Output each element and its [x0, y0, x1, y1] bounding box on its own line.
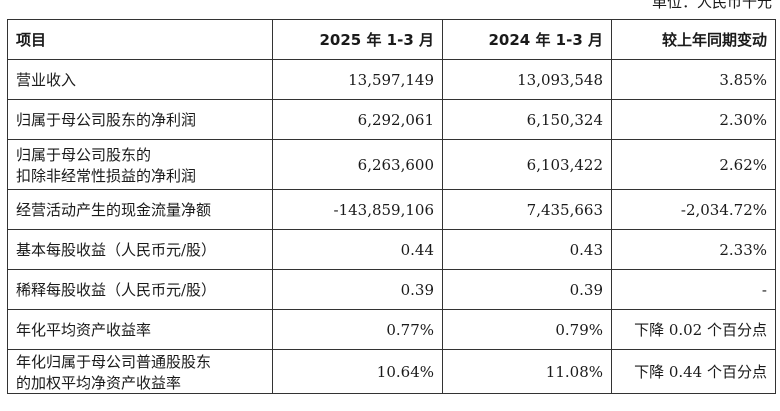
row-item-line: 年化平均资产收益率 — [16, 321, 152, 339]
value-2025-q1: 0.44 — [272, 229, 443, 270]
header-item: 项目 — [7, 19, 273, 60]
value-2025-q1: 6,292,061 — [272, 99, 443, 140]
value-2024-q1: 11.08% — [442, 349, 612, 394]
table-row: 基本每股收益（人民币元/股） 0.44 0.43 2.33% — [7, 229, 776, 270]
row-item-line: 稀释每股收益（人民币元/股） — [16, 281, 217, 299]
row-item-label: 基本每股收益（人民币元/股） — [7, 229, 273, 270]
value-2024-q1: 0.39 — [442, 269, 612, 310]
table-body: 营业收入 13,597,149 13,093,548 3.85% 归属于母公司股东的净利… — [7, 59, 776, 394]
table-header-row: 项目 2025 年 1-3 月 2024 年 1-3 月 较上年同期变动 — [7, 19, 776, 60]
row-item-line: 基本每股收益（人民币元/股） — [16, 241, 217, 259]
table-row: 年化归属于母公司普通股股东 的加权平均净资产收益率 10.64% 11.08% 下降 0… — [7, 349, 776, 394]
row-item-line: 经营活动产生的现金流量净额 — [16, 201, 212, 219]
row-item-label: 归属于母公司股东的扣除非经常性损益的净利润 — [7, 139, 273, 190]
header-2024-q1: 2024 年 1-3 月 — [442, 19, 612, 60]
value-2025-q1: 0.77% — [272, 309, 443, 350]
value-2024-q1: 0.79% — [442, 309, 612, 350]
table-row: 营业收入 13,597,149 13,093,548 3.85% — [7, 59, 776, 100]
header-2025-q1: 2025 年 1-3 月 — [272, 19, 443, 60]
table-row: 稀释每股收益（人民币元/股） 0.39 0.39- — [7, 269, 776, 310]
header-yoy-change: 较上年同期变动 — [611, 19, 776, 60]
value-yoy-change: 2.33% — [611, 229, 776, 270]
value-2024-q1: 6,103,422 — [442, 139, 612, 190]
table-row: 年化平均资产收益率 0.77% 0.79% 下降 0.02 个百分点 — [7, 309, 776, 350]
unit-note: 单位：人民币千元 — [651, 0, 772, 11]
row-item-line: 归属于母公司股东的净利润 — [16, 111, 197, 129]
row-item-label: 稀释每股收益（人民币元/股） — [7, 269, 273, 310]
value-yoy-change: 2.62% — [611, 139, 776, 190]
value-2025-q1: 10.64% — [272, 349, 443, 394]
row-item-line: 归属于母公司股东的 — [16, 145, 152, 164]
value-2025-q1: 0.39 — [272, 269, 443, 310]
row-item-label: 营业收入 — [7, 59, 273, 100]
value-2024-q1: 7,435,663 — [442, 189, 612, 230]
value-2025-q1: 6,263,600 — [272, 139, 443, 190]
row-item-line: 年化归属于母公司普通股股东 — [16, 352, 212, 371]
value-yoy-change: -2,034.72% — [611, 189, 776, 230]
value-yoy-change: - — [611, 269, 776, 310]
row-item-label: 经营活动产生的现金流量净额 — [7, 189, 273, 230]
row-item-label: 归属于母公司股东的净利润 — [7, 99, 273, 140]
value-2024-q1: 13,093,548 — [442, 59, 612, 100]
value-yoy-change: 下降 0.02 个百分点 — [611, 309, 776, 350]
table-row: 归属于母公司股东的净利润 6,292,061 6,150,324 2.30% — [7, 99, 776, 140]
row-item-label: 年化归属于母公司普通股股东 的加权平均净资产收益率 — [7, 349, 273, 394]
row-item-line: 的加权平均净资产收益率 — [16, 373, 182, 392]
table-row: 经营活动产生的现金流量净额 -143,859,106 7,435,663 -2,034… — [7, 189, 776, 230]
value-yoy-change: 2.30% — [611, 99, 776, 140]
value-yoy-change: 3.85% — [611, 59, 776, 100]
value-2025-q1: 13,597,149 — [272, 59, 443, 100]
row-item-label: 年化平均资产收益率 — [7, 309, 273, 350]
value-yoy-change: 下降 0.44 个百分点 — [611, 349, 776, 394]
row-item-line: 扣除非经常性损益的净利润 — [16, 166, 197, 185]
row-item-line: 营业收入 — [16, 71, 77, 89]
value-2024-q1: 0.43 — [442, 229, 612, 270]
table-row: 归属于母公司股东的 扣除非经常性损益的净利润 6,263,600 6,103,422 2… — [7, 139, 776, 190]
financial-summary-table: 项目 2025 年 1-3 月 2024 年 1-3 月 较上年同期变动 营业收… — [7, 19, 776, 394]
value-2025-q1: -143,859,106 — [272, 189, 443, 230]
value-2024-q1: 6,150,324 — [442, 99, 612, 140]
